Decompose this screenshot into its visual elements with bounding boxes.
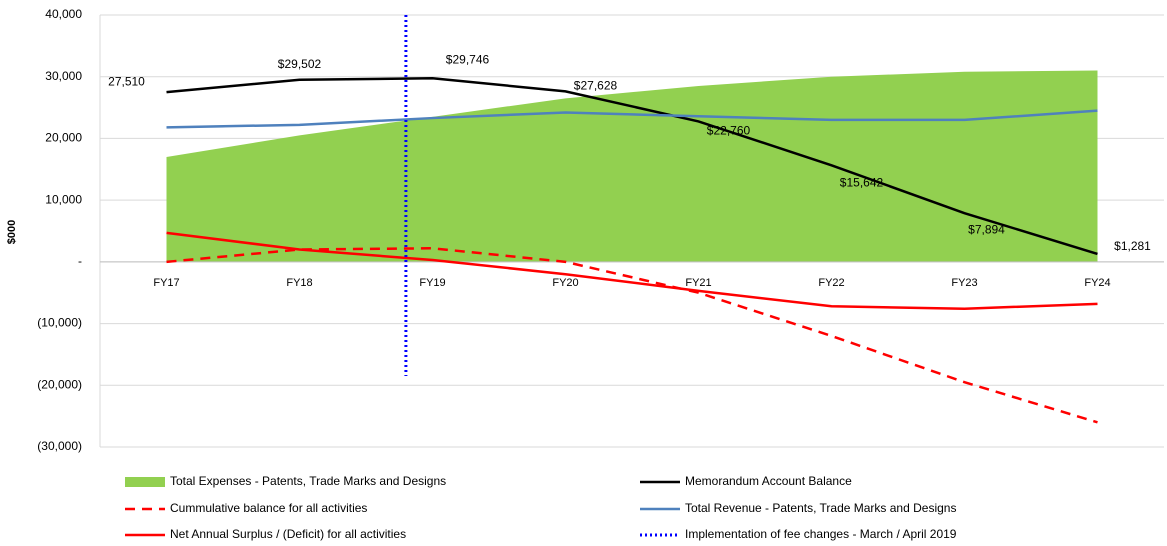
x-tick-label: FY23 [951, 277, 977, 289]
line [166, 247, 1098, 424]
y-axis-label: $000 [6, 220, 18, 244]
legend-label: Total Revenue - Patents, Trade Marks and… [685, 501, 956, 515]
x-tick-label: FY18 [286, 277, 312, 289]
area [166, 70, 1098, 262]
legend-swatch [125, 477, 165, 487]
x-tick-label: FY17 [153, 277, 179, 289]
y-tick-label: (10,000) [37, 316, 82, 330]
x-tick-label: FY19 [419, 277, 445, 289]
data-label: $29,746 [446, 52, 490, 66]
legend-label: Cummulative balance for all activities [170, 501, 367, 515]
y-tick-label: 30,000 [45, 69, 82, 83]
data-label: 27,510 [108, 74, 145, 88]
data-label: $22,760 [707, 124, 751, 138]
legend-label: Total Expenses - Patents, Trade Marks an… [170, 474, 446, 488]
y-tick-label: 20,000 [45, 131, 82, 145]
y-tick-label: 40,000 [45, 7, 82, 21]
data-label: $27,628 [574, 79, 618, 93]
x-tick-label: FY22 [818, 277, 844, 289]
legend-label: Net Annual Surplus / (Deficit) for all a… [170, 527, 406, 541]
legend-label: Memorandum Account Balance [685, 474, 852, 488]
y-tick-label: 10,000 [45, 192, 82, 206]
y-tick-label: (30,000) [37, 439, 82, 453]
line [166, 231, 1098, 311]
data-label: $29,502 [278, 57, 322, 71]
line [166, 109, 1098, 129]
x-tick-label: FY20 [552, 277, 578, 289]
legend-label: Implementation of fee changes - March / … [685, 527, 957, 541]
x-tick-label: FY24 [1084, 277, 1110, 289]
y-tick-label: (20,000) [37, 377, 82, 391]
data-label: $7,894 [968, 222, 1005, 236]
x-tick-label: FY21 [685, 277, 711, 289]
line [166, 77, 1098, 256]
y-tick-label: - [78, 254, 82, 268]
data-label: $1,281 [1114, 239, 1151, 253]
data-label: $15,642 [840, 175, 884, 189]
